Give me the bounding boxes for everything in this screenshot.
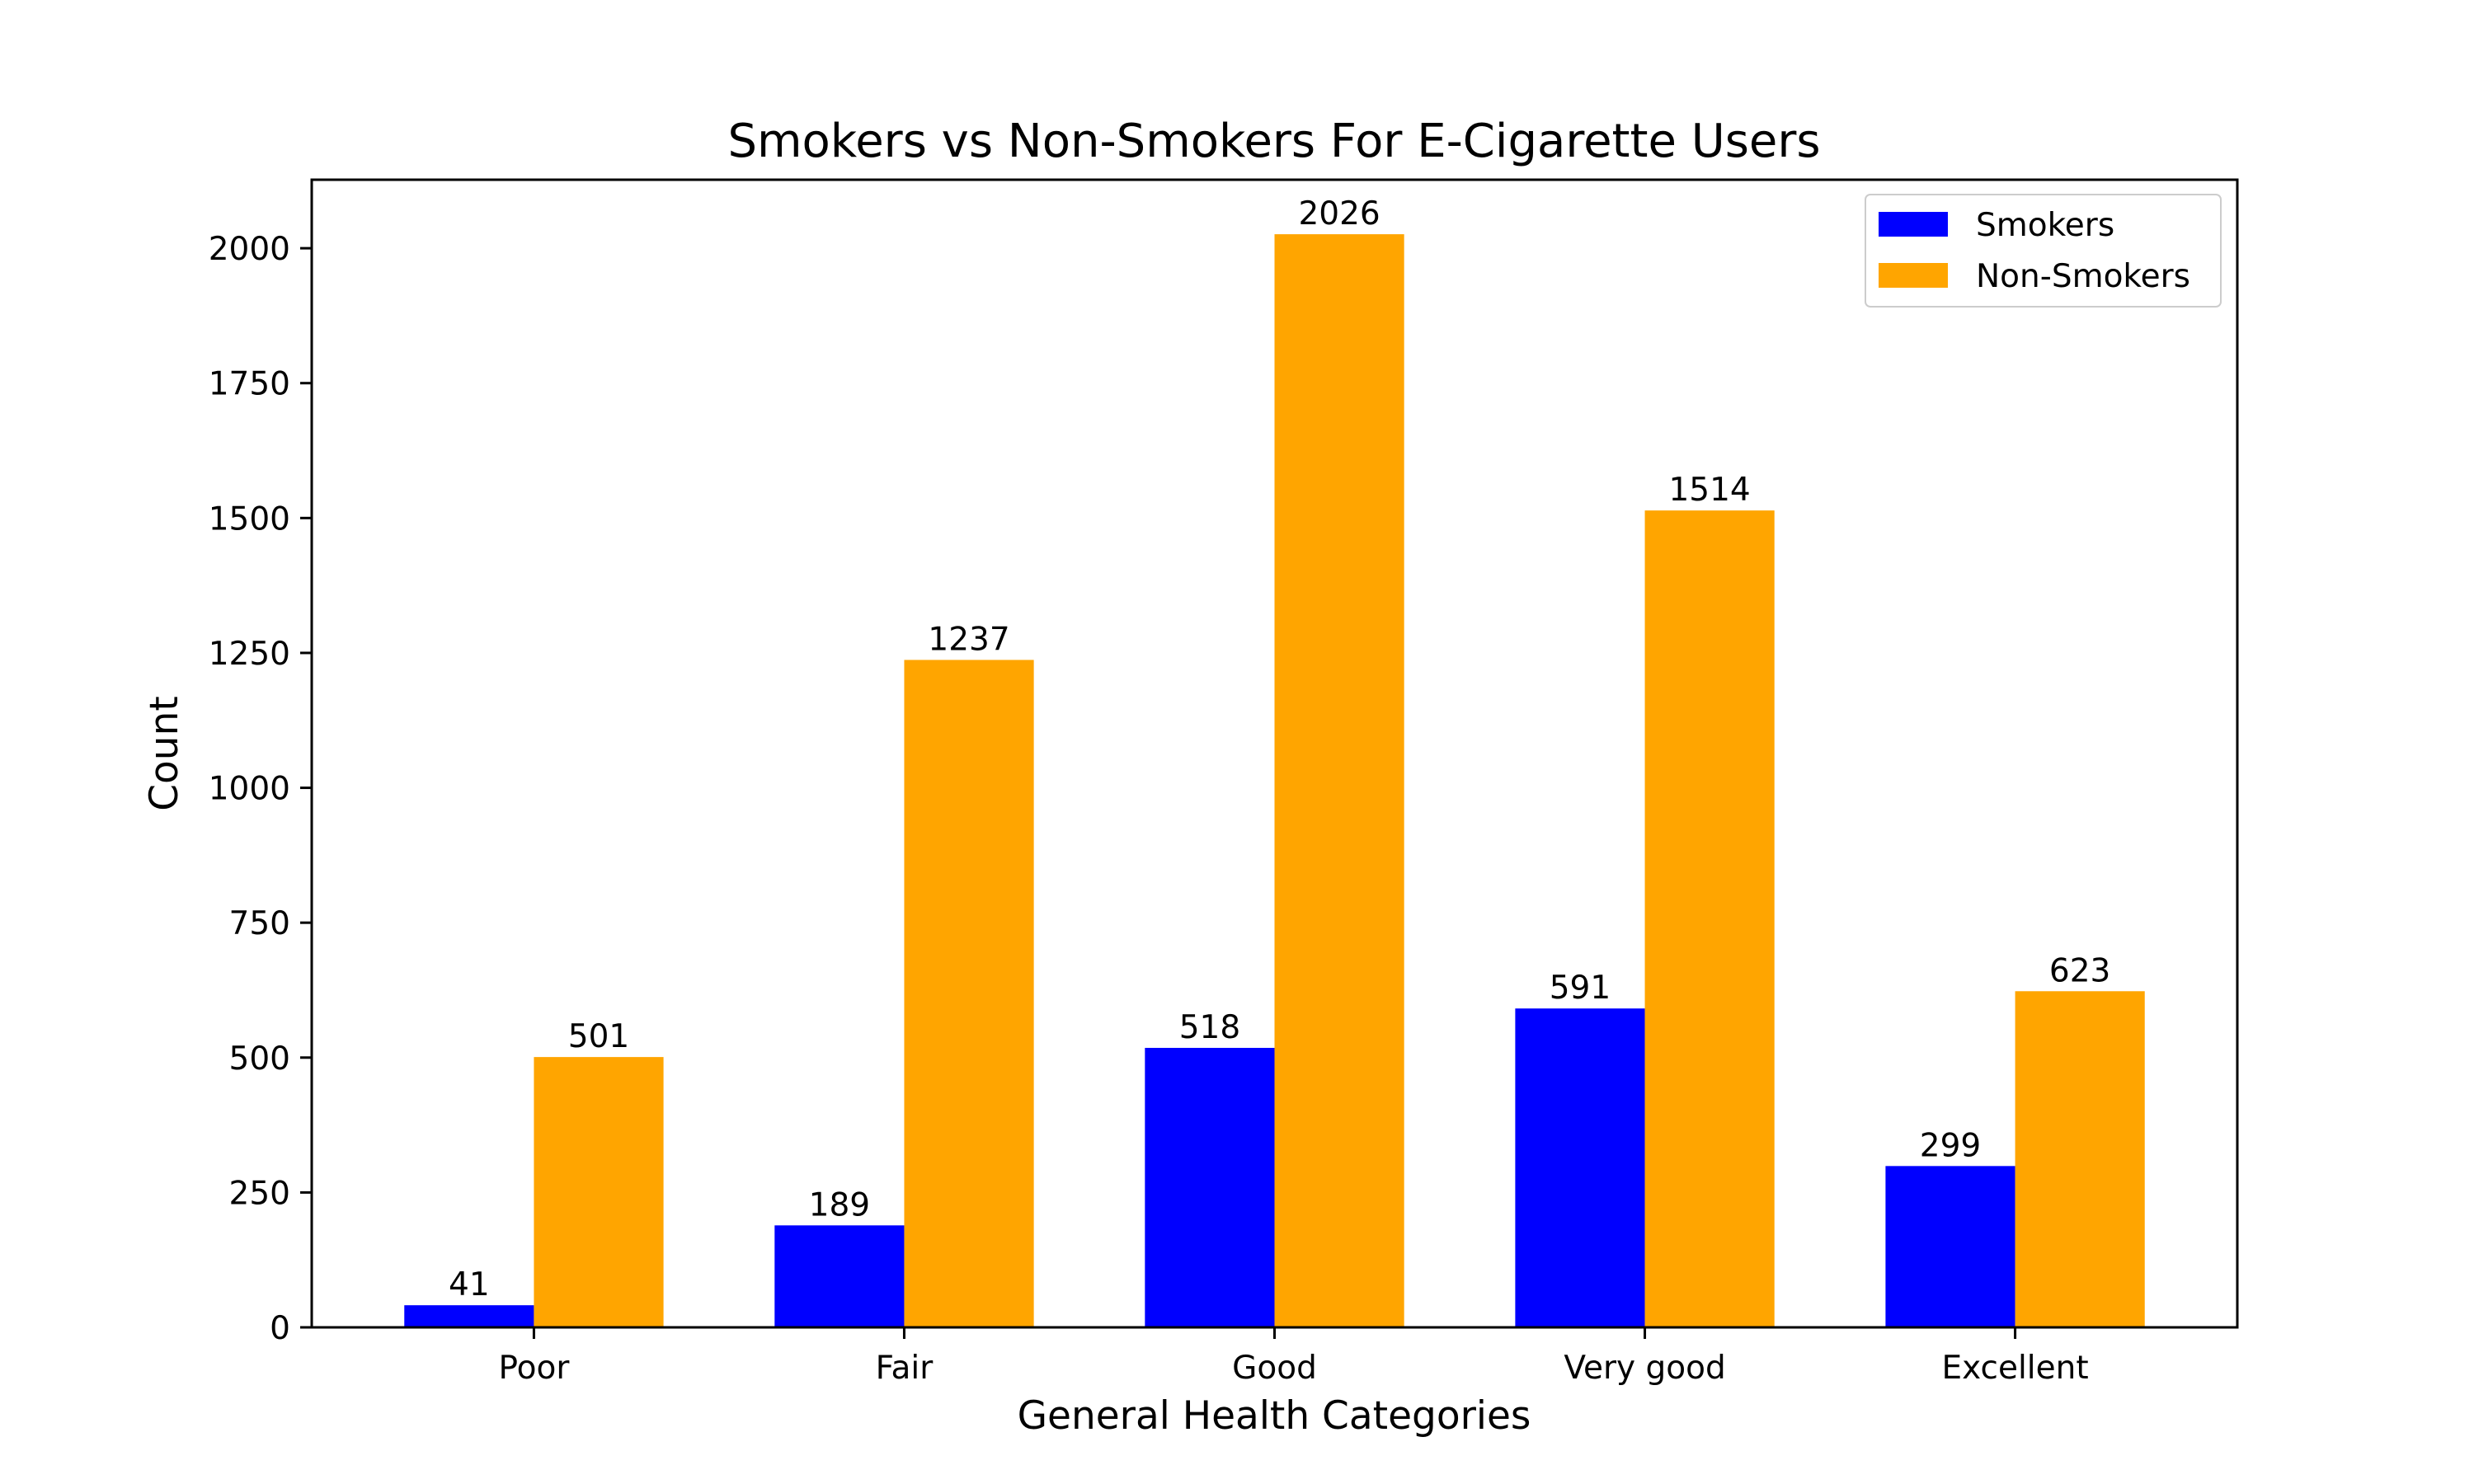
y-axis-label: Count — [142, 696, 187, 811]
bars-group — [404, 234, 2145, 1328]
y-tick-label: 0 — [270, 1310, 290, 1347]
data-label: 189 — [809, 1186, 870, 1223]
legend-label-smokers: Smokers — [1976, 207, 2114, 244]
legend: Smokers Non-Smokers — [1865, 194, 2222, 308]
bar-non-smokers-fair — [904, 660, 1034, 1327]
data-label: 1237 — [928, 621, 1009, 658]
data-label: 2026 — [1298, 195, 1380, 232]
data-label: 41 — [449, 1266, 490, 1303]
y-tick-label: 1250 — [209, 636, 290, 673]
y-tick-label: 250 — [229, 1175, 290, 1212]
y-tick-label: 2000 — [209, 231, 290, 268]
chart-title: Smokers vs Non-Smokers For E-Cigarette U… — [727, 115, 1820, 168]
legend-swatch-smokers — [1879, 212, 1948, 237]
x-tick-label: Fair — [876, 1350, 934, 1387]
data-labels-group: 41 189 518 591 299 501 1237 2026 1514 623 — [449, 195, 2110, 1303]
bar-non-smokers-very-good — [1644, 510, 1775, 1327]
y-axis-ticks: 0 250 500 750 1000 1250 1500 1750 2000 — [209, 231, 312, 1347]
y-tick-label: 1750 — [209, 366, 290, 403]
legend-box — [1865, 194, 2222, 308]
bar-non-smokers-excellent — [2015, 991, 2145, 1327]
x-tick-label: Poor — [498, 1350, 570, 1387]
data-label: 1514 — [1668, 472, 1750, 509]
bar-smokers-poor — [404, 1305, 534, 1327]
x-tick-label: Very good — [1564, 1350, 1725, 1387]
y-tick-label: 1500 — [209, 500, 290, 538]
bar-non-smokers-good — [1274, 234, 1404, 1328]
plot-frame — [310, 178, 2239, 1329]
data-label: 299 — [1920, 1127, 1981, 1164]
x-axis-ticks: Poor Fair Good Very good Excellent — [498, 1327, 2089, 1387]
data-label: 501 — [568, 1018, 629, 1055]
x-axis-label: General Health Categories — [1018, 1393, 1531, 1439]
x-tick-label: Excellent — [1942, 1350, 2089, 1387]
bar-smokers-excellent — [1885, 1166, 2015, 1327]
legend-label-non-smokers: Non-Smokers — [1976, 258, 2190, 295]
bar-smokers-good — [1145, 1048, 1275, 1327]
legend-swatch-non-smokers — [1879, 263, 1948, 288]
x-tick-label: Good — [1232, 1350, 1317, 1387]
data-label: 591 — [1550, 970, 1611, 1007]
bar-smokers-fair — [774, 1225, 905, 1327]
y-tick-label: 500 — [229, 1040, 290, 1078]
data-label: 623 — [2049, 952, 2110, 989]
bar-non-smokers-poor — [534, 1057, 664, 1327]
y-tick-label: 750 — [229, 905, 290, 942]
data-label: 518 — [1179, 1009, 1240, 1046]
bar-smokers-very-good — [1515, 1008, 1645, 1327]
y-tick-label: 1000 — [209, 771, 290, 808]
